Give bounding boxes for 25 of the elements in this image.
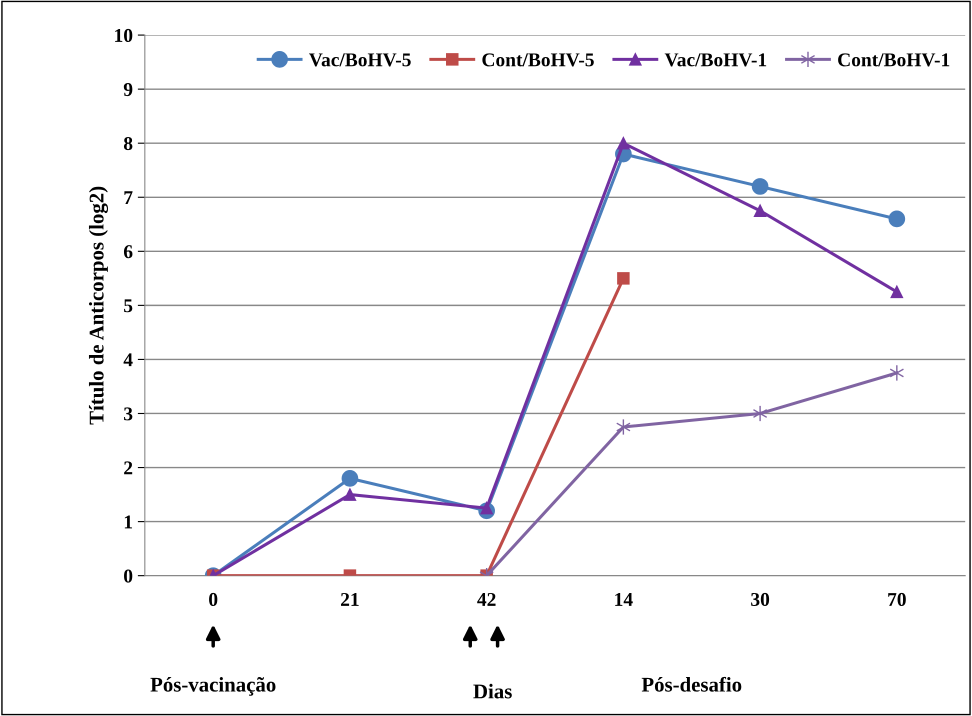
legend-label: Vac/BoHV-1: [664, 53, 766, 66]
text: Pós-vacinação: [150, 676, 276, 696]
x-tick-label: 30: [751, 592, 770, 606]
x-tick-label: 0: [209, 592, 218, 606]
y-tick-label: 7: [124, 191, 133, 204]
legend-label: Vac/BoHV-5: [309, 53, 411, 66]
legend-label: Cont/BoHV-1: [838, 53, 950, 66]
text: Pós-desafio: [642, 676, 742, 692]
y-tick-label: 2: [124, 461, 132, 474]
x-axis-title: Dias: [473, 684, 512, 698]
x-tick-label: 42: [477, 592, 496, 606]
y-tick-label: 3: [124, 407, 132, 420]
x-tick-label: 14: [615, 592, 633, 606]
y-tick-label: 10: [115, 28, 132, 42]
y-tick-label: 5: [124, 299, 132, 312]
y-tick-label: 4: [124, 353, 133, 366]
y-tick-label: 0: [124, 569, 132, 583]
y-axis-title: Título de Anticorpos (log2): [88, 186, 108, 425]
legend-label: Cont/BoHV-5: [482, 53, 594, 66]
x-tick-label: 70: [888, 592, 906, 606]
x-tick-label: 21: [341, 592, 359, 606]
y-tick-label: 9: [124, 83, 132, 96]
y-tick-label: 1: [124, 516, 132, 528]
y-tick-label: 6: [124, 245, 132, 258]
y-tick-label: 8: [124, 137, 132, 150]
